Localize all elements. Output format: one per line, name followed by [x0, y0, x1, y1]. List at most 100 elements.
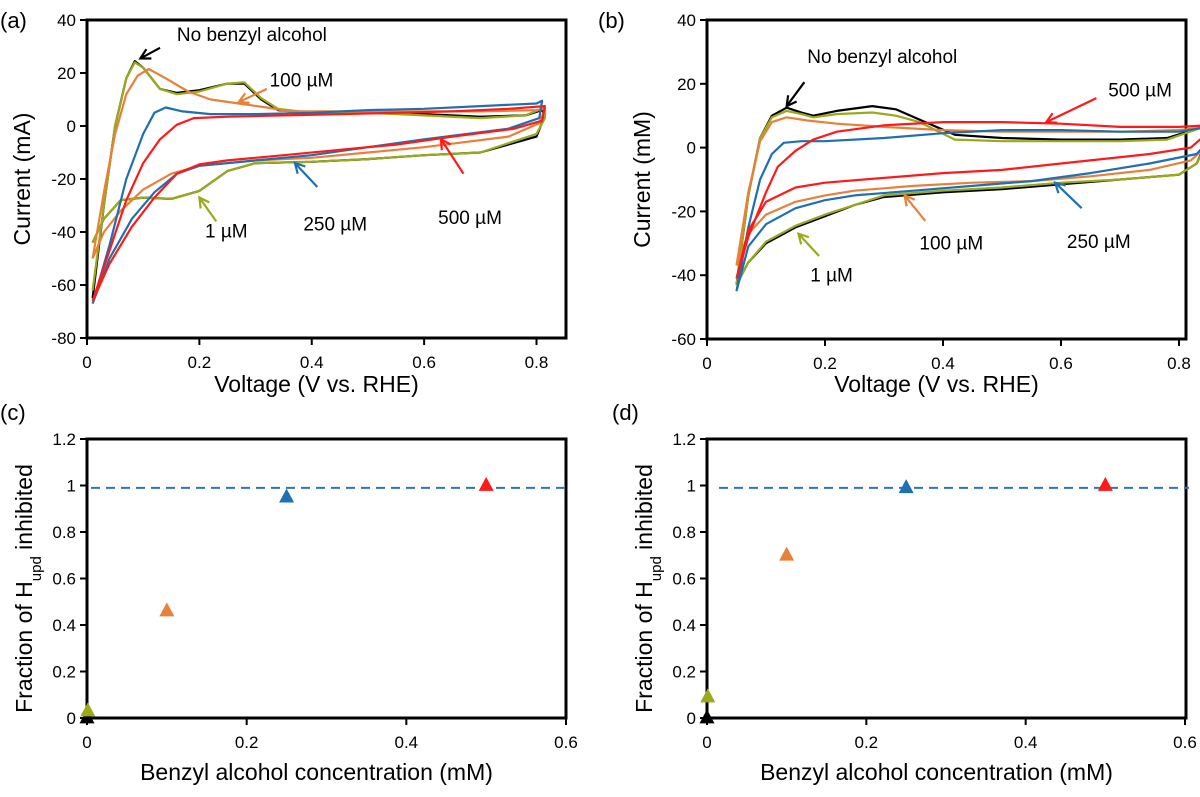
- y-tick-label: 0.2: [52, 663, 76, 682]
- annotation-arrow-head-icon: [439, 137, 452, 151]
- y-tick-label: 20: [677, 75, 696, 94]
- x-tick-label: 0.6: [1173, 733, 1197, 752]
- panel-b-cv-plot: 40 20 0 -20 -40 -60 0 0.2 0.4 0.6 0.8 (b) Voltage (V…: [598, 8, 1200, 397]
- y-tick-label: -60: [51, 276, 76, 295]
- annotation-label: 500 µM: [438, 208, 502, 229]
- y-tick-label: 1.2: [52, 430, 76, 449]
- y-tick-label: 0: [67, 709, 76, 728]
- y-axis-title: Fraction of Hupd inhibited: [11, 464, 45, 713]
- x-tick-label: 0: [82, 733, 91, 752]
- annotation-label: 250 µM: [303, 215, 367, 236]
- annotation-arrow-head-icon: [903, 193, 916, 207]
- y-axis-title-main: Fraction of H: [631, 581, 657, 713]
- y-axis-title: Fraction of Hupd inhibited: [631, 464, 665, 713]
- annotation-arrow-shaft: [797, 232, 820, 257]
- annotation-arrow-shaft: [238, 87, 268, 104]
- data-point-triangle-100-m: [779, 546, 795, 561]
- annotation-arrow-head-icon: [236, 92, 250, 104]
- x-tick-label: 0: [82, 353, 91, 372]
- annotation-arrow-shaft: [903, 194, 927, 222]
- data-point-triangle-1-m: [700, 688, 716, 703]
- y-tick-label: 40: [677, 11, 696, 30]
- panel-label: (c): [0, 400, 26, 425]
- y-tick-label: 0.2: [672, 663, 696, 682]
- x-axis-title: Voltage (V vs. RHE): [834, 371, 1039, 397]
- annotation-label: 250 µM: [1067, 232, 1131, 253]
- y-tick-label: 0.4: [52, 616, 76, 635]
- annotation-arrow-head-icon: [198, 195, 210, 209]
- plot-frame: [705, 18, 1188, 341]
- annotation-label: No benzyl alcohol: [807, 47, 957, 68]
- data-point-triangle-1-m: [80, 702, 96, 717]
- cv-curve-250-m: [735, 127, 1200, 292]
- x-axis-title: Benzyl alcohol concentration (mM): [140, 759, 493, 785]
- annotation-arrow-head-icon: [1053, 181, 1067, 194]
- x-tick-label: 0.6: [554, 733, 578, 752]
- annotation-arrow-shaft: [1054, 181, 1083, 210]
- y-axis-title-main: Fraction of H: [11, 581, 37, 713]
- plot-frame: [85, 18, 568, 340]
- x-tick-label: 0.4: [931, 354, 955, 373]
- x-tick-label: 0.4: [395, 733, 419, 752]
- y-tick-label: -40: [671, 266, 696, 285]
- annotation-arrow-head-icon: [138, 48, 152, 60]
- y-tick-label: 0: [687, 709, 696, 728]
- y-axis-title-subscript: upd: [648, 556, 665, 581]
- cv-curve-250-m: [91, 99, 544, 304]
- annotation-label: 100 µM: [270, 70, 334, 91]
- y-tick-label: 40: [57, 11, 76, 30]
- x-tick-label: 0.2: [813, 354, 837, 373]
- plot-frame: [705, 437, 1188, 720]
- annotation-arrow-head-icon: [796, 232, 810, 245]
- data-point-triangle-no-benzyl-alcohol: [699, 709, 715, 724]
- data-point-triangle-100-m: [159, 602, 175, 617]
- y-tick-label: 0.8: [52, 523, 76, 542]
- annotation-label: 1 µM: [810, 266, 853, 287]
- x-axis-title: Voltage (V vs. RHE): [214, 371, 419, 397]
- x-tick-label: 0.8: [525, 353, 549, 372]
- y-tick-label: 0.8: [672, 523, 696, 542]
- x-tick-label: 0.2: [855, 733, 879, 752]
- data-point-triangle-250-m: [898, 479, 914, 494]
- y-tick-label: -60: [671, 330, 696, 349]
- panel-d-inhibition-plot: 1.2 1 0.8 0.6 0.4 0.2 00 0.2 0.4 0.6 (d) Benzyl alc…: [612, 400, 1197, 785]
- x-axis-title: Benzyl alcohol concentration (mM): [760, 759, 1113, 785]
- panel-label: (b): [598, 8, 625, 33]
- y-tick-label: 1.2: [672, 430, 696, 449]
- annotation-arrow-head-icon: [1044, 112, 1058, 124]
- y-tick-label: 0: [687, 139, 696, 158]
- plot-frame: [85, 437, 568, 720]
- panel-label: (a): [0, 8, 27, 33]
- cv-curve-1-m: [91, 61, 546, 291]
- x-tick-label: 0.6: [1049, 354, 1073, 373]
- x-tick-label: 0.2: [188, 353, 212, 372]
- x-tick-label: 0.8: [1167, 354, 1191, 373]
- annotation-arrow-shaft: [785, 81, 806, 107]
- x-tick-label: 0: [702, 733, 711, 752]
- y-axis-title-subscript: upd: [28, 556, 45, 581]
- x-tick-label: 0.6: [412, 353, 436, 372]
- y-tick-label: -20: [671, 202, 696, 221]
- annotation-label: No benzyl alcohol: [177, 25, 327, 46]
- data-point-triangle-500-m: [478, 476, 494, 491]
- annotation-label: 1 µM: [205, 221, 248, 242]
- cv-curve-1-m: [735, 109, 1200, 286]
- y-axis-title: Current (mM): [629, 111, 655, 248]
- y-axis-title-tail: inhibited: [11, 464, 37, 556]
- data-point-triangle-250-m: [279, 488, 295, 503]
- annotation-arrow-shaft: [1045, 97, 1097, 124]
- y-tick-label: 1: [67, 477, 76, 496]
- x-tick-label: 0.4: [1014, 733, 1038, 752]
- x-tick-label: 0: [702, 354, 711, 373]
- cv-curve-500-m: [735, 121, 1200, 279]
- cv-curve-100-m: [735, 116, 1200, 266]
- panel-c-inhibition-plot: 1.2 1 0.8 0.6 0.4 0.2 00 0.2 0.4 0.6 (c) Benzyl alc…: [0, 400, 578, 785]
- annotation-label: 500 µM: [1108, 81, 1172, 102]
- annotation-arrow-shaft: [440, 138, 465, 175]
- x-tick-label: 0.2: [235, 733, 259, 752]
- y-axis-title: Current (mA): [9, 113, 35, 246]
- y-tick-label: 0.6: [672, 570, 696, 589]
- annotation-arrow-shaft: [294, 162, 319, 188]
- panel-label: (d): [612, 400, 639, 425]
